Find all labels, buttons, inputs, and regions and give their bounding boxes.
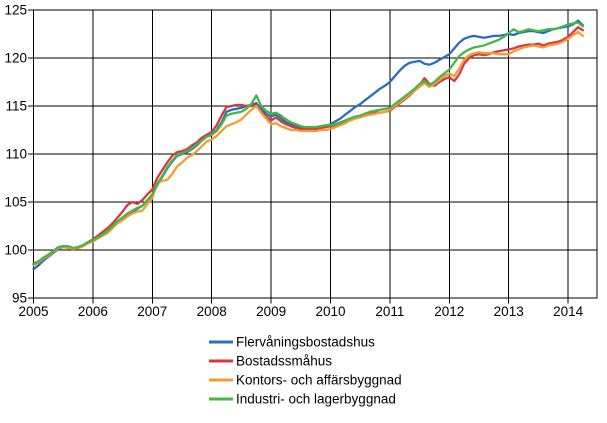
- legend: Flervåningsbostadshus Bostadssmåhus Kontor…: [209, 335, 402, 407]
- legend-label-2: Bostadssmåhus: [236, 354, 332, 369]
- x-axis-labels: 2005 2006 2007 2008 2009 2010 2011 2012 2013 2014: [18, 304, 583, 319]
- legend-label-3: Kontors- och affärsbyggnad: [236, 373, 402, 388]
- legend-label-4: Industri- och lagerbyggnad: [236, 392, 396, 407]
- x-tick-label: 2012: [434, 304, 464, 319]
- x-tick-label: 2009: [256, 304, 286, 319]
- series-line-2: [32, 26, 585, 265]
- y-tick-label: 120: [4, 51, 27, 66]
- x-tick-label: 2011: [375, 304, 404, 319]
- x-tick-label: 2013: [494, 304, 524, 319]
- series-lines: [32, 19, 585, 271]
- x-tick-label: 2008: [197, 304, 227, 319]
- y-tick-label: 100: [4, 243, 27, 258]
- x-tick-label: 2010: [315, 304, 345, 319]
- axis-ticks: [28, 9, 569, 304]
- y-tick-label: 95: [12, 291, 27, 306]
- y-tick-label: 105: [4, 195, 27, 210]
- gridlines: [33, 10, 597, 298]
- x-tick-label: 2006: [78, 304, 108, 319]
- y-tick-label: 110: [5, 147, 27, 162]
- x-tick-label: 2007: [137, 304, 167, 319]
- x-tick-label: 2014: [553, 304, 584, 319]
- x-tick-label: 2005: [18, 304, 48, 319]
- series-line-4: [32, 21, 585, 266]
- y-axis-labels: 95 100 105 110 115 120 125: [4, 3, 27, 306]
- y-tick-label: 125: [4, 3, 27, 18]
- y-tick-label: 115: [5, 99, 27, 114]
- legend-label-1: Flervåningsbostadshus: [236, 335, 375, 350]
- series-line-3: [32, 30, 585, 267]
